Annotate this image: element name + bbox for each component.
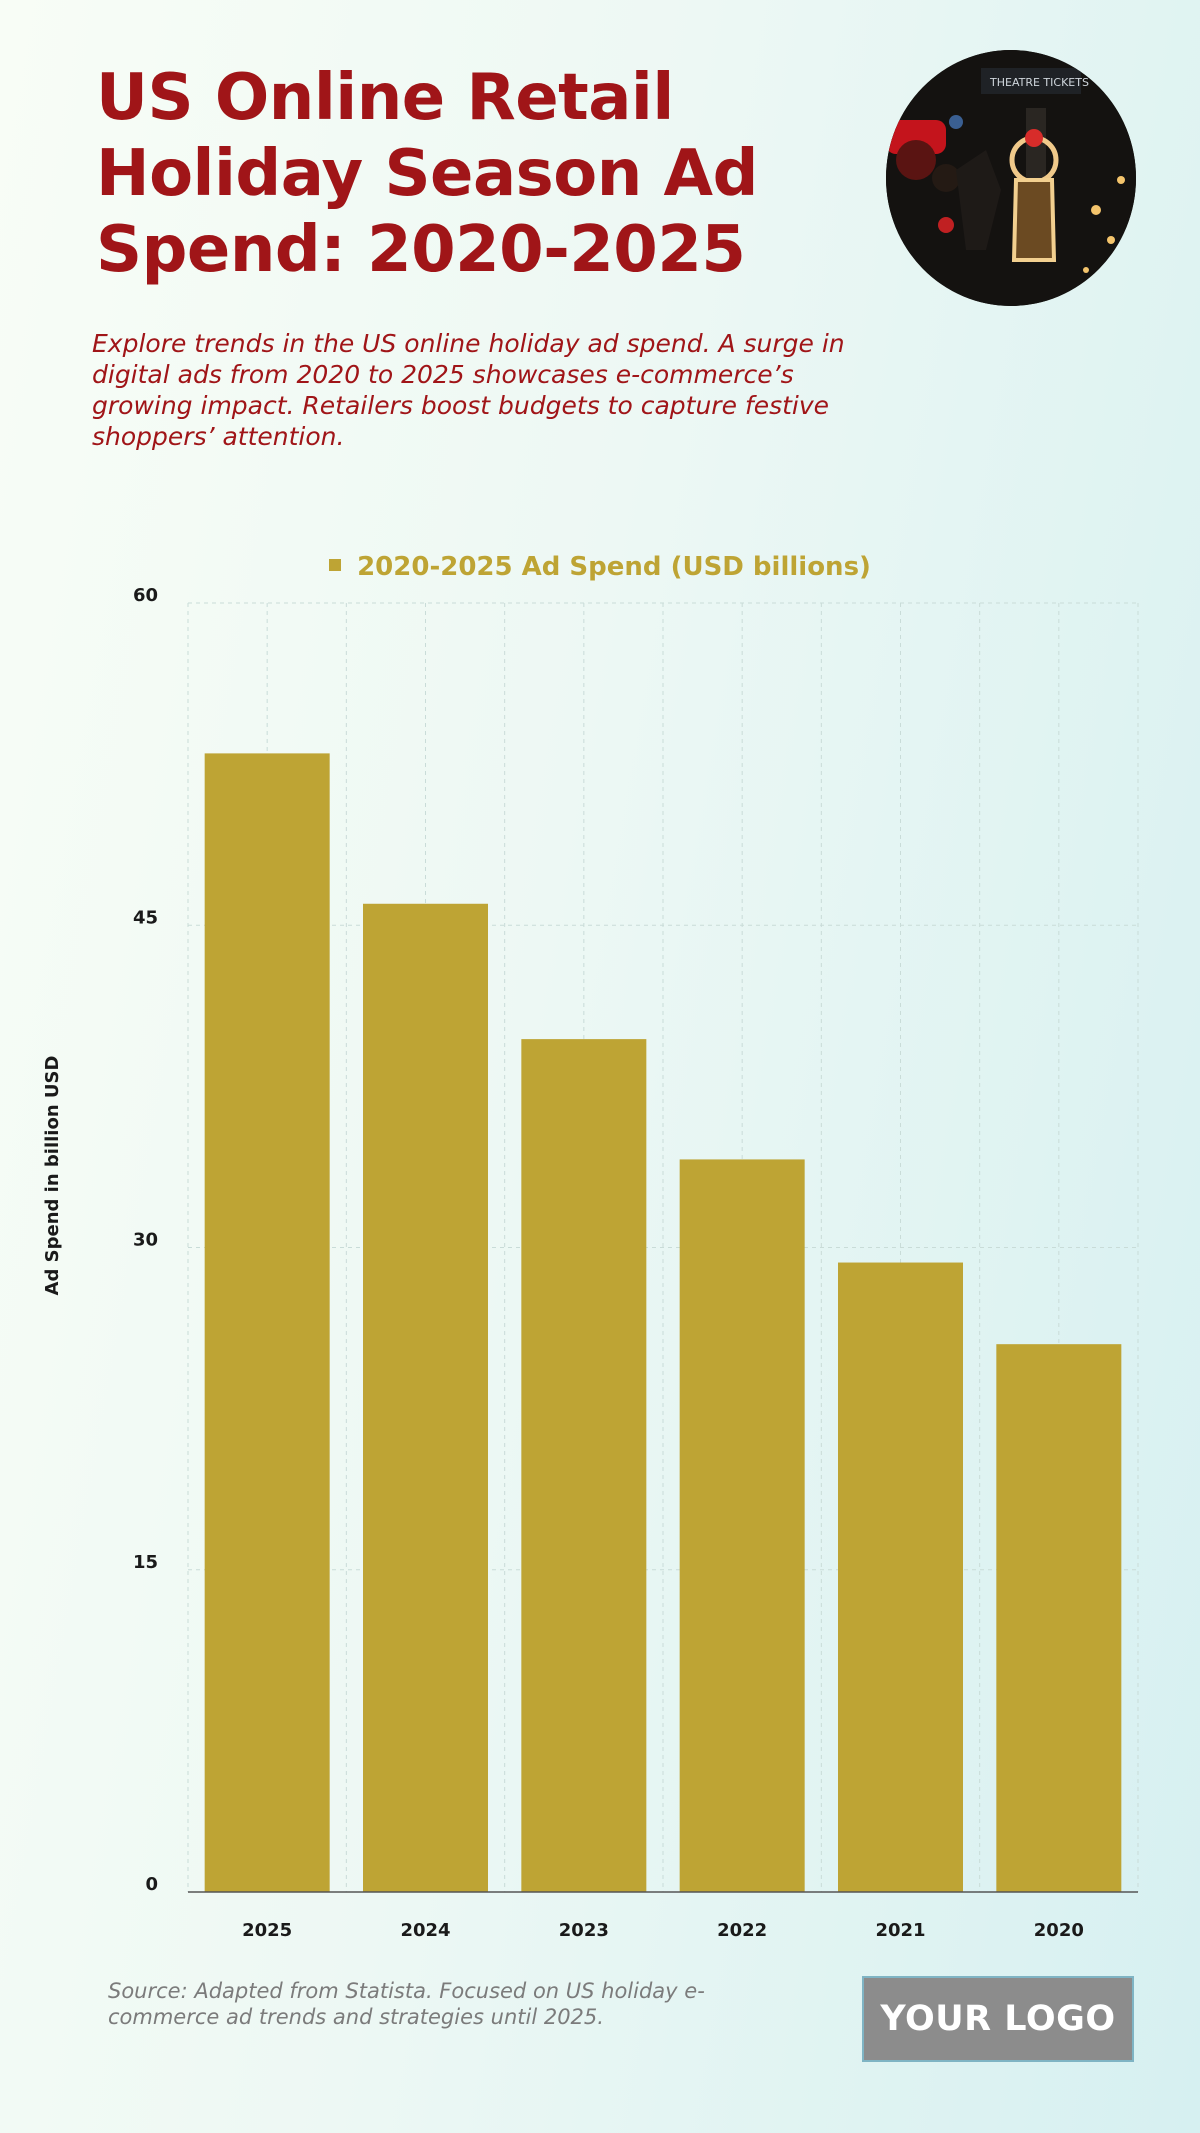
y-tick-label: 45: [133, 907, 158, 928]
bar-2021[interactable]: [838, 1262, 963, 1892]
chart-title: US Online Retail Holiday Season Ad Spend…: [96, 61, 758, 287]
legend-swatch: [329, 558, 342, 571]
logo-placeholder[interactable]: YOUR LOGO: [862, 1976, 1134, 2062]
x-tick-label: 2024: [400, 1920, 450, 1941]
bar-2023[interactable]: [521, 1039, 647, 1892]
y-axis-label: Ad Spend in billion USD: [42, 1056, 63, 1296]
y-tick-label: 15: [133, 1552, 158, 1573]
bar-2024[interactable]: [363, 903, 488, 1892]
x-tick-label: 2022: [717, 1920, 767, 1941]
holiday-street-illustration: THEATRE TICKETS: [886, 50, 1136, 306]
holiday-street-photo: THEATRE TICKETS: [886, 50, 1136, 306]
y-tick-label: 0: [145, 1874, 158, 1895]
photo-sign-text: THEATRE TICKETS: [989, 76, 1089, 89]
grid-lines: [187, 602, 1139, 1892]
x-axis-ticks: 2025 2024 2023 2022 2021 2020: [242, 1920, 1084, 1941]
chart-subtitle: Explore trends in the US online holiday …: [92, 329, 845, 451]
bar-2022[interactable]: [679, 1159, 805, 1892]
chart-legend: 2020-2025 Ad Spend (USD billions): [0, 552, 1200, 582]
bar-2025[interactable]: [204, 753, 330, 1893]
x-tick-label: 2025: [242, 1920, 292, 1941]
y-axis-ticks: 0 15 30 45 60: [133, 585, 158, 1895]
legend-label: 2020-2025 Ad Spend (USD billions): [357, 552, 871, 582]
x-tick-label: 2020: [1034, 1920, 1084, 1941]
source-note: Source: Adapted from Statista. Focused o…: [108, 1979, 705, 2029]
y-tick-label: 60: [133, 585, 158, 606]
bar-chart: 0 15 30 45 60 2025 2024 2023 2022 2021 2020 Ad Sp…: [42, 585, 1139, 1941]
x-tick-label: 2021: [875, 1920, 925, 1941]
y-tick-label: 30: [133, 1230, 158, 1251]
bars: [204, 753, 1122, 1893]
bar-2020[interactable]: [996, 1344, 1122, 1892]
x-tick-label: 2023: [559, 1920, 609, 1941]
